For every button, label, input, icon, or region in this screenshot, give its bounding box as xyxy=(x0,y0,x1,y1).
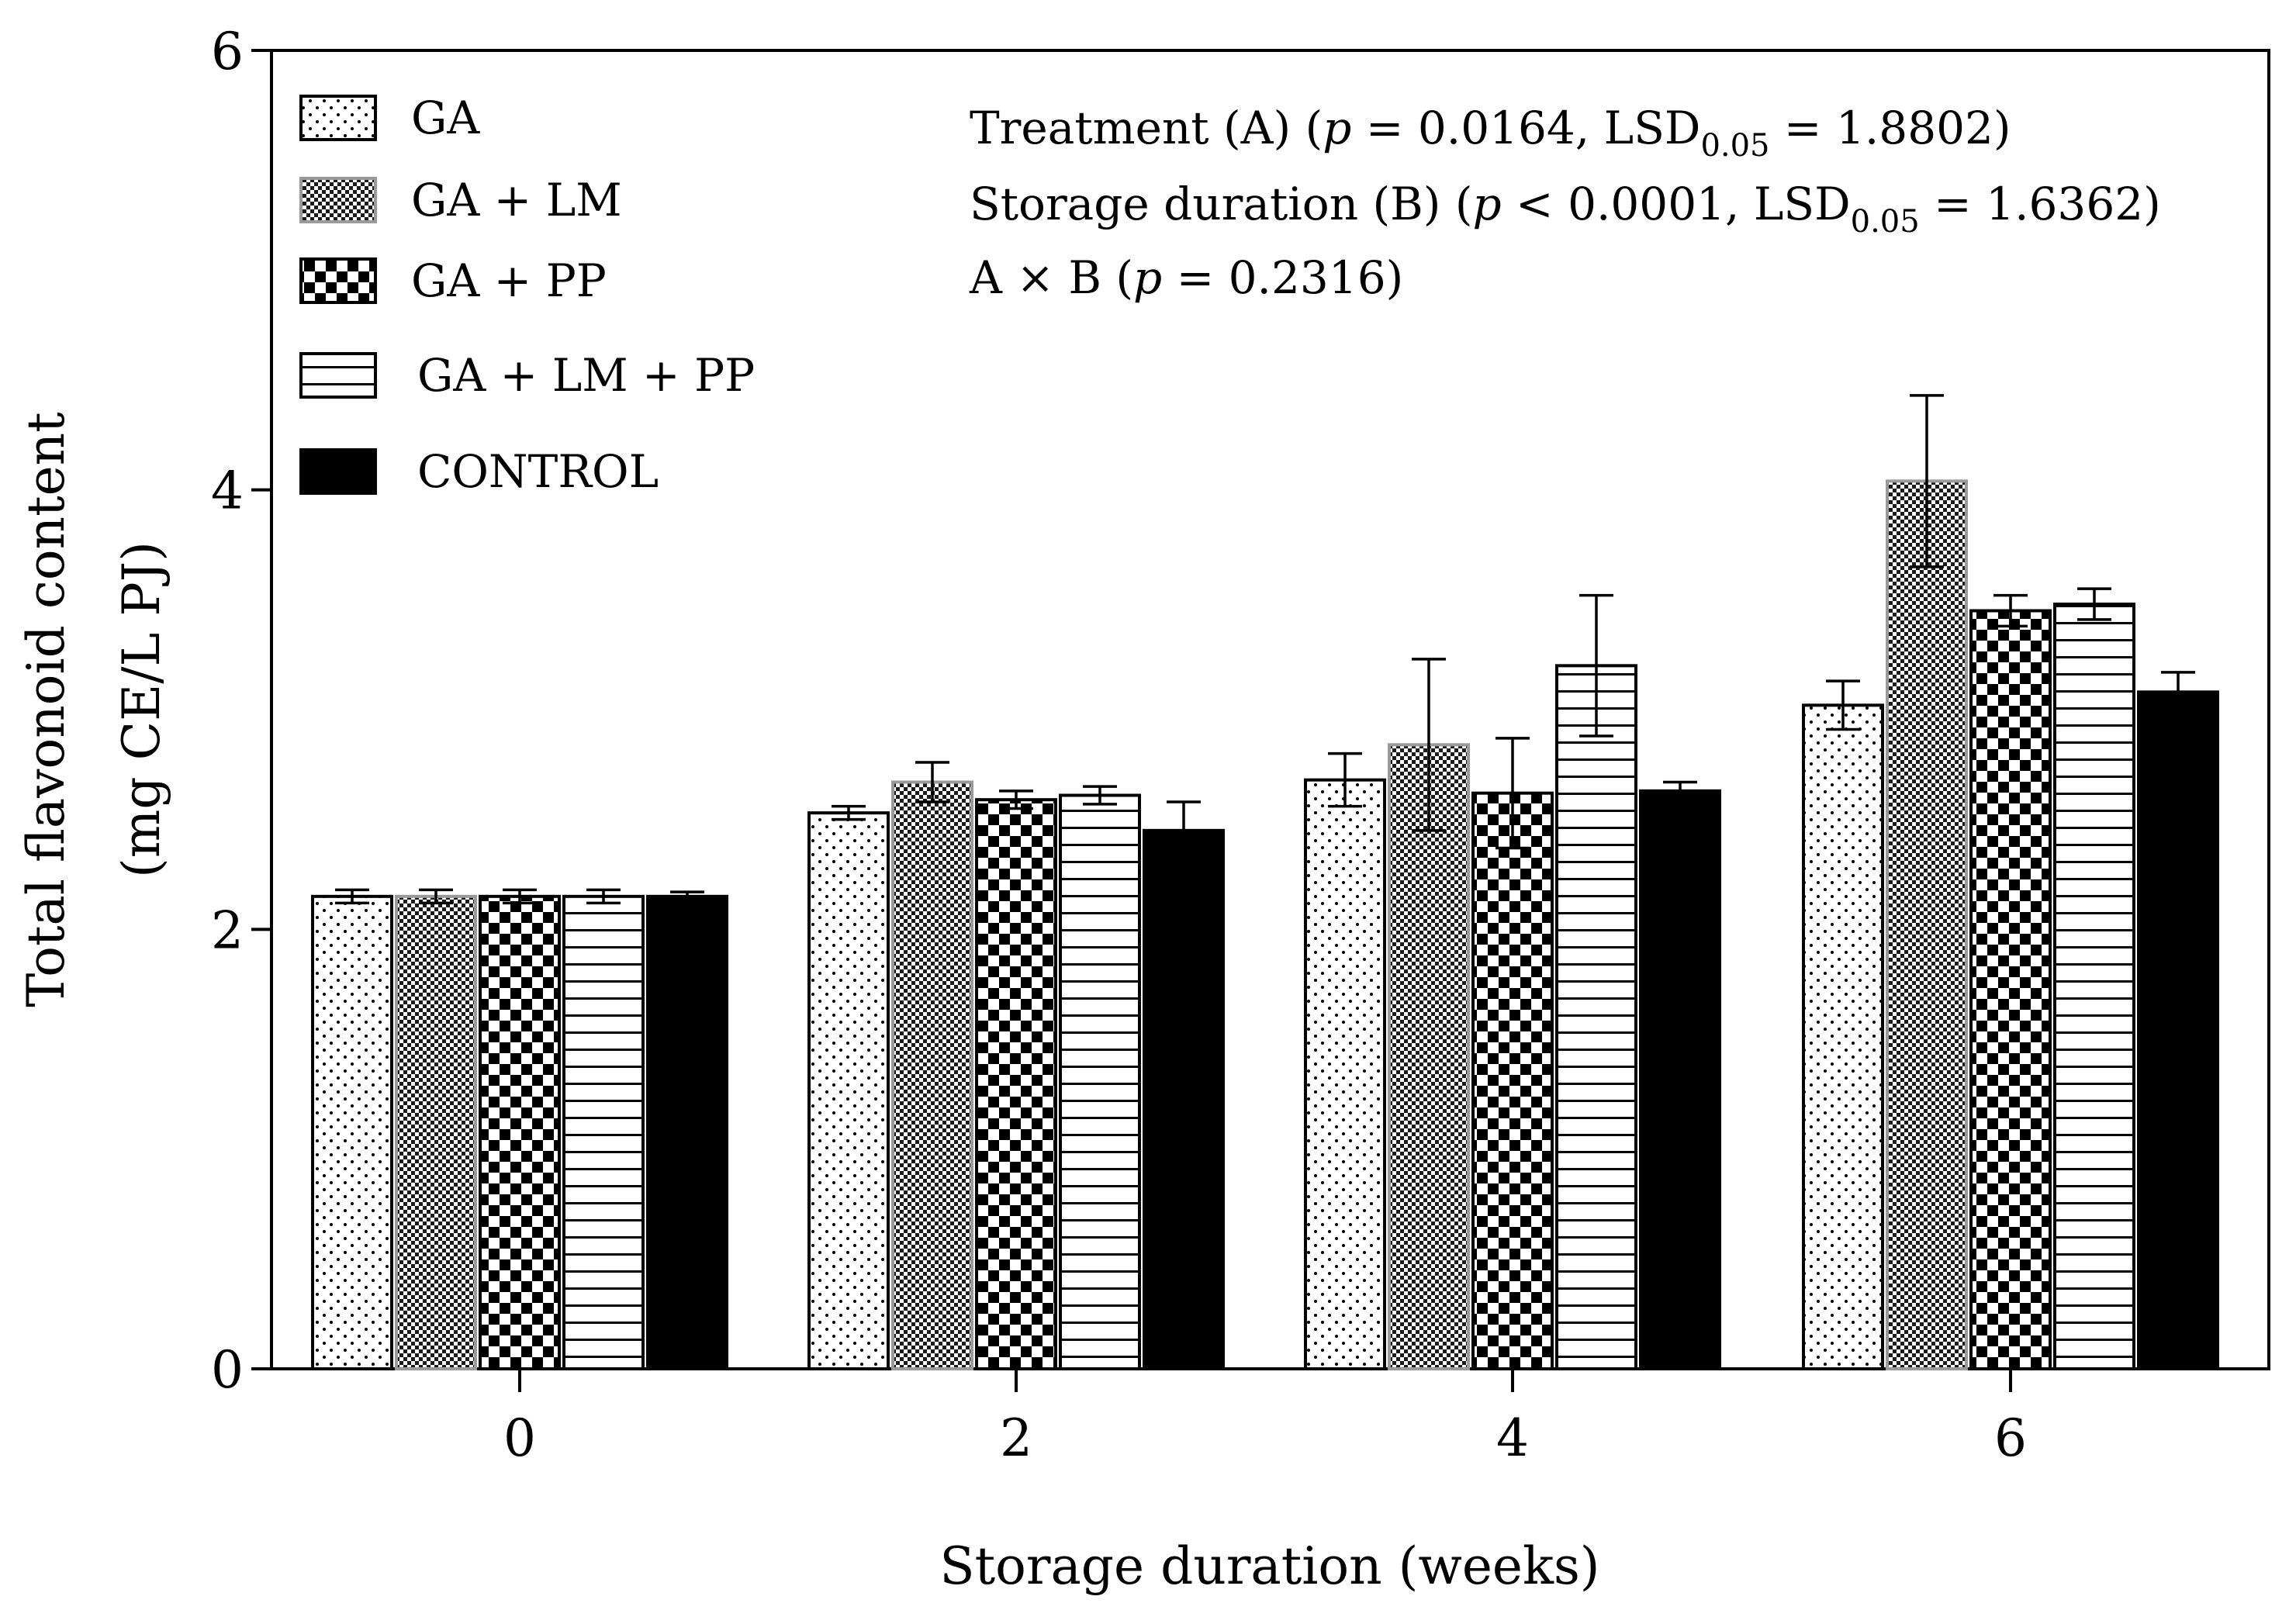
bar-ga-pp-week-6 xyxy=(1969,609,2052,1370)
plot-frame xyxy=(270,49,2270,1370)
bar-ga-pp-week-2 xyxy=(975,798,1057,1370)
stats-annotations: Treatment (A) (p = 0.0164, LSD0.05 = 1.8… xyxy=(969,102,2161,304)
y-tick-label: 0 xyxy=(211,1340,244,1400)
bar-ga-lm-pp-week-2 xyxy=(1059,793,1141,1370)
x-tick-label: 0 xyxy=(503,1408,536,1468)
bar-ga-lm-pp-week-0 xyxy=(562,894,645,1371)
legend-swatch xyxy=(299,95,377,141)
error-bars-group xyxy=(335,394,2195,905)
legend-label: GA xyxy=(411,92,480,144)
x-axis: 0 2 4 6 xyxy=(503,1369,2027,1468)
y-tick-label: 6 xyxy=(211,22,244,81)
legend-label: GA + LM + PP xyxy=(417,349,755,402)
bar-control-week-6 xyxy=(2137,690,2219,1370)
x-tick-label: 4 xyxy=(1496,1408,1529,1468)
bar-control-week-4 xyxy=(1639,789,1721,1370)
bar-ga-pp-week-4 xyxy=(1471,791,1554,1370)
bar-ga-week-6 xyxy=(1802,703,1884,1370)
bar-ga-pp-week-0 xyxy=(479,894,561,1371)
bar-ga-lm-week-2 xyxy=(891,780,973,1370)
legend-swatch xyxy=(299,177,377,223)
bar-control-week-2 xyxy=(1143,828,1225,1371)
bar-ga-week-4 xyxy=(1304,778,1386,1370)
y-axis-title-line1: Total flavonoid content xyxy=(16,412,76,1007)
y-axis: 0 2 4 6 xyxy=(211,22,271,1400)
legend: GA GA + LM GA + PP GA + LM + PP CONTROL xyxy=(299,92,755,498)
bar-ga-week-0 xyxy=(311,894,393,1371)
bar-ga-lm-pp-week-6 xyxy=(2053,603,2135,1370)
legend-label: GA + LM xyxy=(411,174,622,226)
legend-swatch xyxy=(299,257,377,304)
bar-ga-lm-week-6 xyxy=(1886,479,1968,1370)
y-tick-label: 2 xyxy=(211,900,244,960)
bar-ga-lm-pp-week-4 xyxy=(1555,664,1637,1370)
x-tick-label: 6 xyxy=(1994,1408,2027,1468)
y-tick-label: 4 xyxy=(211,461,244,521)
bars-group xyxy=(311,479,2219,1371)
x-axis-title: Storage duration (weeks) xyxy=(939,1536,1599,1596)
bar-ga-lm-week-4 xyxy=(1388,743,1470,1370)
bar-ga-lm-week-0 xyxy=(395,894,477,1371)
stat-line: Treatment (A) (p = 0.0164, LSD0.05 = 1.8… xyxy=(970,102,2011,164)
legend-swatch xyxy=(299,352,377,399)
legend-swatch xyxy=(299,448,377,495)
bar-control-week-0 xyxy=(646,894,728,1371)
stat-line: Storage duration (B) (p < 0.0001, LSD0.0… xyxy=(970,178,2161,240)
bar-ga-week-2 xyxy=(807,811,890,1370)
legend-label: CONTROL xyxy=(417,445,659,498)
x-tick-label: 2 xyxy=(1000,1408,1032,1468)
stat-line: A × B (p = 0.2316) xyxy=(969,251,1403,304)
y-axis-title-line2: (mg CE/L PJ) xyxy=(112,541,171,878)
legend-label: GA + PP xyxy=(411,254,607,307)
